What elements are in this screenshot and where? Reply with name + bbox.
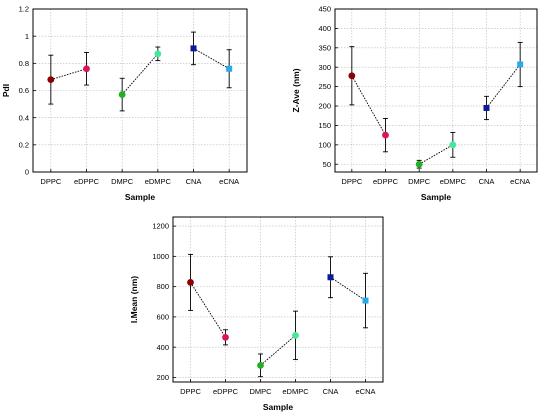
data-point bbox=[415, 160, 423, 168]
data-point bbox=[190, 45, 197, 52]
x-tick-label: eCNA bbox=[510, 177, 530, 186]
y-tick-label: 400 bbox=[318, 24, 331, 33]
data-point bbox=[327, 274, 334, 281]
y-tick-label: 1 bbox=[25, 32, 29, 41]
data-point bbox=[226, 65, 233, 72]
connector-line bbox=[418, 144, 454, 165]
x-tick-label: eDMPC bbox=[145, 177, 172, 186]
y-tick-label: 1.2 bbox=[19, 5, 29, 14]
data-point bbox=[257, 361, 264, 369]
y-axis-label: PdI bbox=[1, 84, 11, 97]
x-axis-label: Sample bbox=[263, 402, 294, 412]
pdi-chart: 0 0.2 0.4 0.6 0.8 1 1.2 DPPC eDPPC DMPC eDMPC CNA eC… bbox=[1, 5, 248, 202]
x-tick-label: CNA bbox=[186, 177, 202, 186]
y-tick-label: 100 bbox=[318, 140, 331, 149]
x-tick-label: eCNA bbox=[219, 177, 239, 186]
data-point bbox=[154, 50, 162, 58]
y-tick-label: 800 bbox=[156, 282, 169, 291]
data-point bbox=[118, 91, 126, 98]
x-tick-label: DPPC bbox=[40, 177, 61, 186]
y-tick-label: 350 bbox=[318, 43, 331, 52]
i-mean-chart: 200 400 600 800 1000 1200 DPPC eDPPC DMPC eDMPC CN… bbox=[129, 216, 384, 412]
y-tick-label: 250 bbox=[318, 82, 331, 91]
x-tick-label: CNA bbox=[323, 387, 339, 396]
y-tick-label: 0 bbox=[25, 168, 29, 177]
y-axis-label: I.Mean (nm) bbox=[129, 276, 139, 323]
x-tick-label: DPPC bbox=[180, 387, 201, 396]
plot-frame bbox=[172, 216, 384, 383]
y-tick-label: 0.2 bbox=[19, 140, 29, 149]
y-tick-label: 600 bbox=[156, 313, 169, 322]
x-tick-label: eDPPC bbox=[74, 177, 100, 186]
y-axis-label: Z-Ave (nm) bbox=[291, 68, 301, 112]
data-point bbox=[348, 72, 356, 80]
y-tick-label: 200 bbox=[156, 373, 169, 382]
connector-line bbox=[351, 75, 386, 136]
x-tick-label: eDMPC bbox=[282, 387, 309, 396]
x-tick-label: eDMPC bbox=[440, 177, 467, 186]
x-tick-label: DMPC bbox=[249, 387, 272, 396]
data-point bbox=[483, 104, 490, 111]
plot-frame bbox=[32, 8, 248, 173]
y-tick-label: 400 bbox=[156, 343, 169, 352]
connector-line bbox=[121, 53, 159, 95]
data-point bbox=[517, 61, 524, 68]
y-tick-label: 0.4 bbox=[19, 113, 29, 122]
y-tick-label: 50 bbox=[323, 160, 331, 169]
x-tick-label: CNA bbox=[479, 177, 495, 186]
connector-line bbox=[260, 335, 296, 366]
data-point bbox=[449, 141, 457, 149]
y-tick-label: 0.6 bbox=[19, 86, 29, 95]
x-tick-label: DPPC bbox=[341, 177, 362, 186]
data-point bbox=[362, 297, 369, 304]
x-axis-label: Sample bbox=[125, 192, 156, 202]
z-ave-chart: 50 100 150 200 250 300 350 400 450 DPPC eDPPC DMPC e… bbox=[291, 5, 538, 202]
data-point bbox=[83, 65, 90, 73]
y-tick-label: 0.8 bbox=[19, 59, 29, 68]
x-tick-label: DMPC bbox=[111, 177, 134, 186]
data-point bbox=[292, 331, 299, 339]
connector-line bbox=[193, 48, 230, 70]
y-tick-label: 150 bbox=[318, 121, 331, 130]
plot-frame bbox=[334, 8, 538, 173]
connector-line bbox=[330, 276, 366, 301]
x-tick-label: eCNA bbox=[355, 387, 375, 396]
y-tick-label: 450 bbox=[318, 5, 331, 14]
x-tick-label: eDPPC bbox=[213, 387, 239, 396]
data-point bbox=[47, 76, 55, 84]
y-tick-label: 1000 bbox=[152, 252, 169, 261]
y-tick-label: 300 bbox=[318, 63, 331, 72]
data-point bbox=[382, 131, 389, 139]
y-tick-label: 200 bbox=[318, 102, 331, 111]
x-tick-label: eDPPC bbox=[373, 177, 399, 186]
connector-line bbox=[486, 64, 521, 109]
x-axis-label: Sample bbox=[421, 192, 452, 202]
x-tick-label: DMPC bbox=[408, 177, 431, 186]
connector-line bbox=[50, 68, 87, 81]
data-point bbox=[222, 333, 229, 341]
y-tick-label: 1200 bbox=[152, 222, 169, 231]
connector-line bbox=[190, 282, 226, 338]
data-point bbox=[187, 278, 194, 286]
